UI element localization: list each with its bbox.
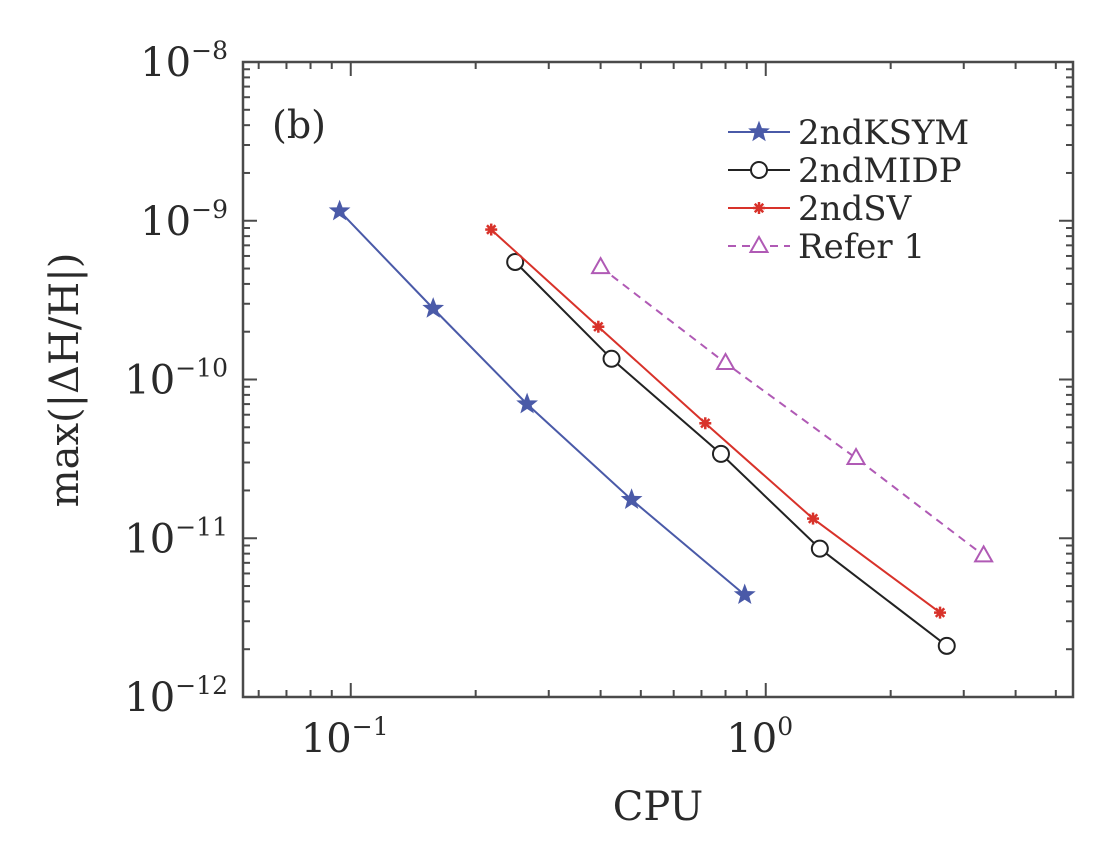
series-line-refer-1 <box>599 266 985 557</box>
asterisk-core <box>755 204 763 212</box>
legend-label: 2ndSV <box>798 189 913 229</box>
series-layer <box>328 199 994 655</box>
asterisk-core <box>595 323 602 330</box>
legend-item-2ndsv: 2ndSV <box>728 189 913 229</box>
data-point-star <box>422 297 445 318</box>
y-tick-label: 10−12 <box>124 671 228 721</box>
y-tick-label: 10−11 <box>124 512 228 562</box>
x-tick-label: 10−1 <box>301 712 389 762</box>
series-line-2ndsv <box>490 228 941 614</box>
data-point-circle <box>602 349 621 368</box>
series-line-2ndmidp <box>514 261 948 647</box>
data-point-asterisk <box>592 320 605 333</box>
asterisk-core <box>488 226 495 233</box>
legend-item-refer-1: Refer 1 <box>728 227 925 267</box>
asterisk-core <box>809 515 817 522</box>
data-point-triangle <box>715 351 736 371</box>
data-point-triangle <box>748 234 770 253</box>
legend-label: Refer 1 <box>798 227 925 267</box>
data-point-circle <box>711 444 730 463</box>
y-axis-title: max(|ΔH/H|) <box>42 253 88 508</box>
data-point-circle <box>506 252 525 271</box>
series-refer-1 <box>590 256 994 563</box>
legend-label: 2ndMIDP <box>798 151 962 191</box>
x-axis-title: CPU <box>613 784 704 830</box>
y-tick-label: 10−8 <box>140 36 228 86</box>
data-point-star <box>733 583 756 605</box>
series-2ndmidp <box>506 252 956 655</box>
series-2ndksym <box>328 199 756 605</box>
data-point-triangle <box>590 256 611 275</box>
legend-label: 2ndKSYM <box>798 113 969 153</box>
asterisk-core <box>702 420 709 427</box>
data-point-asterisk <box>807 512 820 525</box>
legend-item-2ndksym: 2ndKSYM <box>728 113 969 153</box>
data-point-asterisk <box>485 223 498 236</box>
data-point-star <box>748 120 770 142</box>
data-point-asterisk <box>934 606 947 619</box>
y-tick-label: 10−10 <box>124 354 228 404</box>
asterisk-core <box>936 609 944 616</box>
data-point-star <box>620 488 643 509</box>
data-point-star <box>516 392 538 414</box>
data-point-asterisk <box>699 417 712 430</box>
legend-item-2ndmidp: 2ndMIDP <box>728 151 962 191</box>
panel-label: (b) <box>272 103 326 147</box>
data-point-asterisk <box>753 202 765 214</box>
tick-labels: 10−8 10−9 10−10 10−11 10−12 10−1 100 <box>124 36 793 762</box>
data-point-triangle <box>845 447 867 466</box>
data-point-circle <box>810 539 829 558</box>
data-point-star <box>328 199 351 221</box>
plot-frame <box>241 60 1075 699</box>
series-2ndsv <box>485 223 947 619</box>
data-point-circle <box>750 161 768 179</box>
data-point-triangle <box>973 544 994 563</box>
data-point-circle <box>937 636 956 655</box>
x-tick-label: 100 <box>726 712 793 762</box>
y-tick-label: 10−9 <box>140 195 228 245</box>
